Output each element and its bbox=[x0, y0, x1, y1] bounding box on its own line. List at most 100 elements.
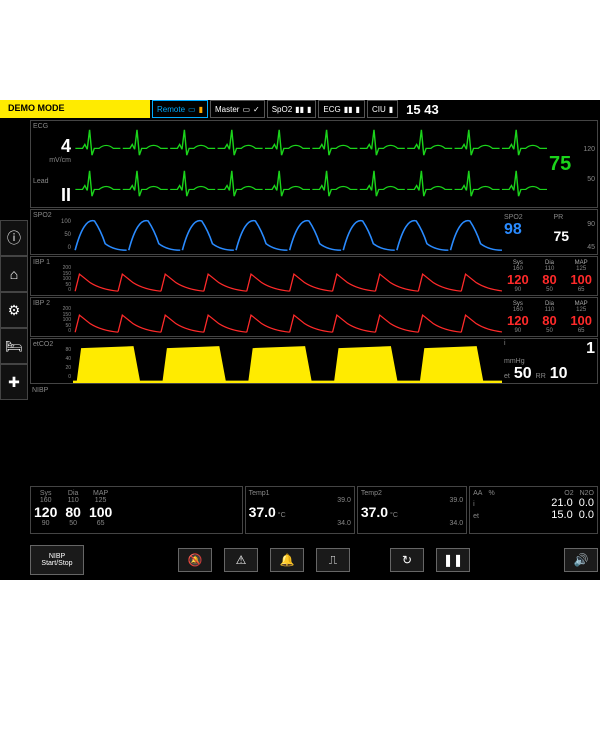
battery-icon: ▮ bbox=[389, 105, 393, 114]
home-icon: ⌂ bbox=[10, 266, 18, 282]
spo2-scale-100: 100 bbox=[33, 219, 71, 226]
nibp-sys: 120 bbox=[34, 504, 57, 520]
pr-label: PR bbox=[554, 214, 596, 221]
left-rail: ⓘ ⌂ ⚙ 🛏 ✚ bbox=[0, 220, 28, 400]
signal-icon: ▮ bbox=[199, 105, 203, 114]
spo2-ro-label: SPO2 bbox=[504, 214, 546, 221]
volume-button[interactable]: 🔊 bbox=[564, 548, 598, 572]
check-icon: ✓ bbox=[253, 105, 260, 114]
gear-icon: ⚙ bbox=[8, 302, 21, 319]
ecg-readout: 120 75 50 bbox=[547, 121, 597, 207]
cycle-icon: ↻ bbox=[402, 553, 412, 567]
monitor-icon: ▭ bbox=[242, 105, 250, 114]
master-chip[interactable]: Master ▭ ✓ bbox=[210, 100, 265, 118]
pr-value: 75 bbox=[554, 228, 596, 244]
temp1-label: Temp1 bbox=[249, 490, 351, 497]
bed-icon: 🛏 bbox=[5, 338, 23, 355]
nibp-map: 100 bbox=[89, 504, 112, 520]
etco2-et-value: 50 bbox=[514, 365, 532, 383]
spo2-chip[interactable]: SpO2 ▮▮ ▮ bbox=[267, 100, 317, 118]
remote-label: Remote bbox=[157, 105, 185, 114]
ibp1-sys: 120 bbox=[504, 272, 532, 287]
patient-button[interactable]: ⓘ bbox=[0, 220, 28, 256]
wrench-bell-icon: 🔔 bbox=[280, 553, 295, 567]
ciu-chip-label: CIU bbox=[372, 105, 386, 114]
bottom-row: Sys16012090 Dia1108050 MAP12510065 Temp1… bbox=[30, 486, 598, 534]
ecg-chip-label: ECG bbox=[323, 105, 340, 114]
temp1-box[interactable]: Temp1 39.0 37.0 °C 34.0 bbox=[245, 486, 355, 534]
remote-chip[interactable]: Remote ▭ ▮ bbox=[152, 100, 208, 118]
pr-hi: 90 bbox=[554, 221, 596, 228]
etco2-waveform bbox=[73, 339, 502, 383]
etco2-readout: i 1 mmHg et 50 RR 10 bbox=[502, 339, 597, 383]
gas-i-o2: 21.0 bbox=[551, 497, 572, 509]
pause-button[interactable]: ❚❚ bbox=[436, 548, 470, 572]
pause-icon: ❚❚ bbox=[443, 553, 463, 567]
ibp2-readout: Sys16012090 Dia1108050 MAP12510065 bbox=[502, 298, 597, 336]
alarm-silence-button[interactable]: 🔕 bbox=[178, 548, 212, 572]
clock: 15 43 bbox=[400, 100, 445, 118]
ibp2-waveform bbox=[73, 298, 502, 336]
case-button[interactable]: ✚ bbox=[0, 364, 28, 400]
bed-button[interactable]: 🛏 bbox=[0, 328, 28, 364]
ibp1-readout: Sys16012090 Dia1108050 MAP12510065 bbox=[502, 257, 597, 295]
nibp-btn-label: NIBP Start/Stop bbox=[41, 553, 72, 567]
triangle-off-icon: ⚠ bbox=[236, 553, 247, 567]
top-bar: DEMO MODE Remote ▭ ▮ Master ▭ ✓ SpO2 ▮▮ … bbox=[0, 100, 600, 118]
cycle-button[interactable]: ↻ bbox=[390, 548, 424, 572]
speaker-icon: 🔊 bbox=[574, 553, 589, 567]
temp2-box[interactable]: Temp2 39.0 37.0 °C 34.0 bbox=[357, 486, 467, 534]
nibp-label-row: NIBP bbox=[30, 385, 598, 397]
bottom-toolbar: NIBP Start/Stop 🔕 ⚠ 🔔 ⎍ ↻ ❚❚ 🔊 bbox=[30, 546, 598, 574]
case-icon: ✚ bbox=[8, 374, 20, 391]
ecg-title: ECG bbox=[33, 123, 71, 130]
temp1-value: 37.0 bbox=[249, 504, 276, 520]
nibp-title: NIBP bbox=[32, 387, 70, 394]
ecg-lead-value: II bbox=[33, 185, 71, 206]
temp2-value: 37.0 bbox=[361, 504, 388, 520]
ecg-lead-label: Lead bbox=[33, 178, 71, 185]
battery-icon: ▮ bbox=[307, 105, 311, 114]
ecg-chip[interactable]: ECG ▮▮ ▮ bbox=[318, 100, 365, 118]
ecg-label-col: ECG 4 mV/cm Lead II bbox=[31, 121, 73, 207]
etco2-row[interactable]: etCO2 80 40 20 0 i 1 mmHg bbox=[30, 338, 598, 384]
etco2-unit: mmHg bbox=[504, 358, 595, 365]
hr-low: 50 bbox=[549, 176, 595, 183]
ibp2-row[interactable]: IBP 2 200 150 100 50 0 Sys16012090 Dia11… bbox=[30, 297, 598, 337]
settings-button[interactable]: ⚙ bbox=[0, 292, 28, 328]
spo2-scale-0: 0 bbox=[33, 245, 71, 252]
hr-high: 120 bbox=[549, 146, 595, 153]
pr-lo: 45 bbox=[554, 244, 596, 251]
home-button[interactable]: ⌂ bbox=[0, 256, 28, 292]
ibp2-map: 100 bbox=[567, 313, 595, 328]
ciu-chip[interactable]: CIU ▮ bbox=[367, 100, 398, 118]
ibp1-dia: 80 bbox=[536, 272, 564, 287]
ibp1-waveform bbox=[73, 257, 502, 295]
nibp-dia: 80 bbox=[65, 504, 81, 520]
bell-off-icon: 🔕 bbox=[188, 553, 203, 567]
spo2-chip-label: SpO2 bbox=[272, 105, 292, 114]
signal-icon: ▮▮ bbox=[344, 105, 353, 114]
nibp-start-stop-button[interactable]: NIBP Start/Stop bbox=[30, 545, 84, 575]
ecg-waveform bbox=[73, 121, 547, 207]
master-label: Master bbox=[215, 105, 239, 114]
ibp2-sys: 120 bbox=[504, 313, 532, 328]
person-icon: ⓘ bbox=[7, 228, 21, 248]
etco2-label-col: etCO2 80 40 20 0 bbox=[31, 339, 73, 383]
ecg-row[interactable]: ECG 4 mV/cm Lead II 120 75 50 bbox=[30, 120, 598, 208]
alarm-setup-button[interactable]: 🔔 bbox=[270, 548, 304, 572]
spo2-value: 98 bbox=[504, 221, 546, 239]
signal-icon: ▮▮ bbox=[295, 105, 304, 114]
temp2-label: Temp2 bbox=[361, 490, 463, 497]
ecg-scale-value: 4 bbox=[61, 136, 71, 156]
etco2-rr-value: 10 bbox=[550, 365, 568, 383]
gas-et-n2o: 0.0 bbox=[579, 509, 594, 521]
gas-box[interactable]: AA % O2 N2O i 21.0 0.0 et 15.0 0.0 bbox=[469, 486, 598, 534]
spo2-row[interactable]: SPO2 100 50 0 SPO2 98 bbox=[30, 209, 598, 255]
etco2-i-value: 1 bbox=[586, 340, 595, 358]
ibp1-row[interactable]: IBP 1 200 150 100 50 0 Sys16012090 Dia11… bbox=[30, 256, 598, 296]
waveform-button[interactable]: ⎍ bbox=[316, 548, 350, 572]
battery-icon: ▮ bbox=[356, 105, 360, 114]
nibp-box[interactable]: Sys16012090 Dia1108050 MAP12510065 bbox=[30, 486, 243, 534]
alarm-suspend-button[interactable]: ⚠ bbox=[224, 548, 258, 572]
